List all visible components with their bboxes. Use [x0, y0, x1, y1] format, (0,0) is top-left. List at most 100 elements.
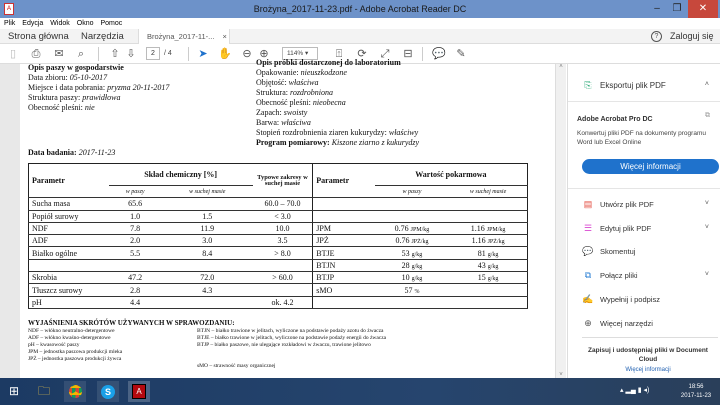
divider [188, 47, 189, 61]
system-tray-icons[interactable]: ▴ ▂▄ ▮ ◂) [620, 387, 650, 394]
acrobat-taskbar-icon[interactable]: A [128, 381, 150, 402]
typical-range: 3.5 [252, 234, 313, 248]
nutritional-param: BTJN [312, 259, 375, 273]
zoom-out-icon[interactable]: ⊖ [242, 48, 252, 60]
table-row: NDF 7.8 11.9 10.0 JPM 0.76 JPM/kg 1.16 JPM/kg [28, 222, 528, 236]
col-in-dm-2: w suchej masie [449, 185, 528, 199]
col-nutritional: Wartość pokarmowa [374, 163, 528, 186]
param-name: Białko ogólne [28, 246, 109, 260]
clock[interactable]: 18:56 2017-11-23 [676, 383, 716, 401]
value-in-dm [161, 197, 253, 211]
comment-icon[interactable]: 💬 [432, 48, 446, 60]
nutritional-in-dm [449, 210, 528, 223]
vertical-scrollbar[interactable]: ˄ ˅ [555, 64, 566, 378]
nutritional-in-dm [449, 283, 528, 297]
feed-description: Opis paszy w gospodarstwie Data zbioru: … [28, 63, 169, 113]
acrobat-app-icon: A [4, 3, 14, 15]
fill-sign-item[interactable]: ✍ Wypełnij i podpisz [582, 291, 717, 307]
scrolling-mode-icon[interactable]: ⊟ [403, 48, 413, 60]
legend-smo: sMO – strawność masy organicznej [197, 363, 276, 369]
search-icon[interactable]: ⌕ [77, 48, 85, 60]
file-explorer-icon[interactable]: 🗀 [37, 384, 50, 398]
page-total: / 4 [164, 50, 172, 57]
export-pdf-item[interactable]: ⎘ Eksportuj plik PDF ˄ [582, 76, 717, 94]
tab-home[interactable]: Strona główna [8, 31, 69, 42]
value-in-feed: 2.8 [108, 283, 162, 297]
menu-pomoc[interactable]: Pomoc [100, 20, 123, 27]
nutritional-param: BTJE [312, 246, 375, 260]
hand-tool-icon[interactable]: ✋ [218, 48, 232, 60]
combine-files-item[interactable]: ⧉ Połącz pliki ˅ [582, 267, 717, 283]
nutritional-in-dm [449, 197, 528, 211]
more-info-button[interactable]: Więcej informacji [582, 159, 719, 174]
nutritional-in-feed: 0.76 JPM/kg [374, 222, 450, 236]
start-windows-icon[interactable]: ⊞ [8, 384, 20, 398]
param-name [28, 259, 109, 273]
program: Program pomiarowy: Kiszone ziarno z kuku… [256, 138, 420, 147]
edit-pdf-item[interactable]: ☰ Edytuj plik PDF ˅ [582, 220, 717, 236]
nutritional-param: JPŻ [312, 234, 375, 248]
value-in-dm [161, 296, 253, 309]
param-name: Popiół surowy [28, 210, 109, 223]
nutritional-in-feed: 0.76 JPŻ/kg [374, 234, 450, 248]
nutritional-in-dm: 81 g/kg [449, 246, 528, 260]
edit-pdf-icon: ☰ [583, 223, 593, 233]
chevron-up-icon: ˄ [704, 81, 709, 88]
field: Barwa: właściwa [256, 118, 311, 127]
fit-page-icon[interactable]: ⍐ [335, 48, 343, 60]
divider [98, 47, 99, 61]
rotate-icon[interactable]: ⟳ [357, 48, 367, 60]
zoom-in-icon[interactable]: ⊕ [259, 48, 269, 60]
zoom-select[interactable]: 114% ▾ [282, 47, 318, 60]
col-in-feed: w paszy [108, 185, 162, 199]
print-icon[interactable]: ⎙ [31, 48, 41, 60]
create-pdf-item[interactable]: ▤ Utwórz plik PDF ˅ [582, 196, 717, 212]
typical-range [252, 259, 313, 273]
full-screen-icon[interactable]: ⤢ [380, 48, 390, 60]
nutritional-in-dm: 43 g/kg [449, 259, 528, 273]
scroll-up-icon[interactable]: ˄ [559, 64, 563, 70]
nutritional-in-feed [374, 197, 450, 211]
scroll-down-icon[interactable]: ˅ [559, 372, 563, 378]
tab-tools[interactable]: Narzędzia [81, 31, 124, 42]
pdf-page: Opis paszy w gospodarstwie Data zbioru: … [20, 58, 555, 378]
close-button[interactable]: ✕ [688, 0, 718, 18]
chrome-icon[interactable] [64, 381, 86, 402]
menu-okno[interactable]: Okno [76, 20, 94, 27]
promo-text: Konwertuj pliki PDF na dokumenty program… [577, 130, 706, 146]
skype-icon[interactable]: S [97, 381, 119, 402]
value-in-feed: 4.4 [108, 296, 162, 309]
feed-description-header: Opis paszy w gospodarstwie [28, 63, 124, 72]
menu-plik[interactable]: Plik [4, 20, 16, 27]
cloud-more-info-link[interactable]: Więcej informacji [625, 367, 671, 373]
value-in-feed: 2.0 [108, 234, 162, 248]
comment-item[interactable]: 💬 Skomentuj [582, 243, 717, 259]
tab-close-icon[interactable]: × [222, 32, 227, 41]
menu-widok[interactable]: Widok [50, 20, 70, 27]
create-pdf-icon: ▤ [583, 199, 593, 209]
copy-icon: ⧉ [705, 112, 710, 119]
minimize-button[interactable]: – [654, 3, 660, 14]
next-page-icon[interactable]: ⇩ [126, 48, 136, 60]
email-icon[interactable]: ✉ [54, 48, 64, 60]
page-number-input[interactable]: 2 [146, 47, 160, 60]
export-pdf-icon: ⎘ [584, 80, 592, 90]
login-link[interactable]: Zaloguj się [670, 31, 714, 41]
select-cursor-icon[interactable]: ➤ [198, 48, 208, 60]
document-area: Opis paszy w gospodarstwie Data zbioru: … [0, 58, 566, 378]
more-tools-item[interactable]: ⊕ Więcej narzędzi [582, 315, 717, 331]
window-title: Brożyna_2017-11-23.pdf - Adobe Acrobat R… [253, 4, 467, 14]
param-name: Skrobia [28, 271, 109, 285]
col-param-2: Parametr [312, 163, 375, 199]
highlight-pen-icon[interactable]: ✎ [456, 48, 466, 60]
typical-range: > 60.0 [252, 271, 313, 285]
prev-page-icon[interactable]: ⇧ [110, 48, 120, 60]
field: Stopień rozdrobnienia ziaren kukurydzy: … [256, 128, 419, 137]
save-icon[interactable]: ▯ [9, 48, 17, 60]
tab-document[interactable]: Brożyna_2017-11-... × [138, 29, 230, 45]
menu-edycja[interactable]: Edycja [22, 20, 44, 27]
maximize-button[interactable]: ❐ [672, 3, 682, 14]
nutritional-in-feed: 57 % [374, 283, 450, 297]
help-icon[interactable]: ? [651, 31, 662, 42]
field: Struktura paszy: prawidłowa [28, 93, 121, 102]
